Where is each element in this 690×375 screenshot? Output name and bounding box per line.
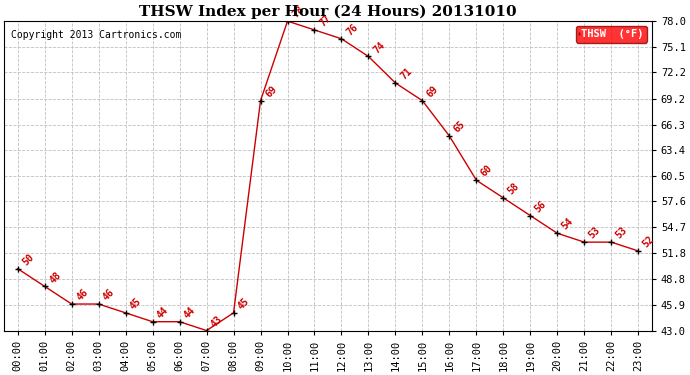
Text: 50: 50 [21, 252, 36, 267]
Text: 44: 44 [182, 305, 198, 320]
Text: 54: 54 [560, 216, 575, 232]
Text: Copyright 2013 Cartronics.com: Copyright 2013 Cartronics.com [10, 30, 181, 40]
Text: 46: 46 [101, 287, 117, 303]
Text: 44: 44 [155, 305, 170, 320]
Text: 45: 45 [236, 296, 252, 312]
Text: 69: 69 [425, 84, 441, 99]
Text: 45: 45 [128, 296, 144, 312]
Text: 69: 69 [264, 84, 279, 99]
Text: 48: 48 [48, 270, 63, 285]
Text: 52: 52 [641, 234, 656, 250]
Text: 65: 65 [452, 119, 468, 135]
Text: 46: 46 [75, 287, 90, 303]
Legend: THSW  (°F): THSW (°F) [575, 26, 647, 43]
Text: 71: 71 [398, 66, 413, 82]
Text: 53: 53 [614, 225, 629, 241]
Text: 58: 58 [506, 181, 522, 196]
Text: 56: 56 [533, 199, 549, 214]
Text: 60: 60 [479, 164, 495, 179]
Text: 74: 74 [371, 40, 386, 55]
Title: THSW Index per Hour (24 Hours) 20131010: THSW Index per Hour (24 Hours) 20131010 [139, 4, 517, 18]
Text: 76: 76 [344, 22, 359, 38]
Text: 78: 78 [290, 4, 306, 20]
Text: 77: 77 [317, 13, 333, 28]
Text: 43: 43 [209, 314, 225, 329]
Text: 53: 53 [587, 225, 602, 241]
